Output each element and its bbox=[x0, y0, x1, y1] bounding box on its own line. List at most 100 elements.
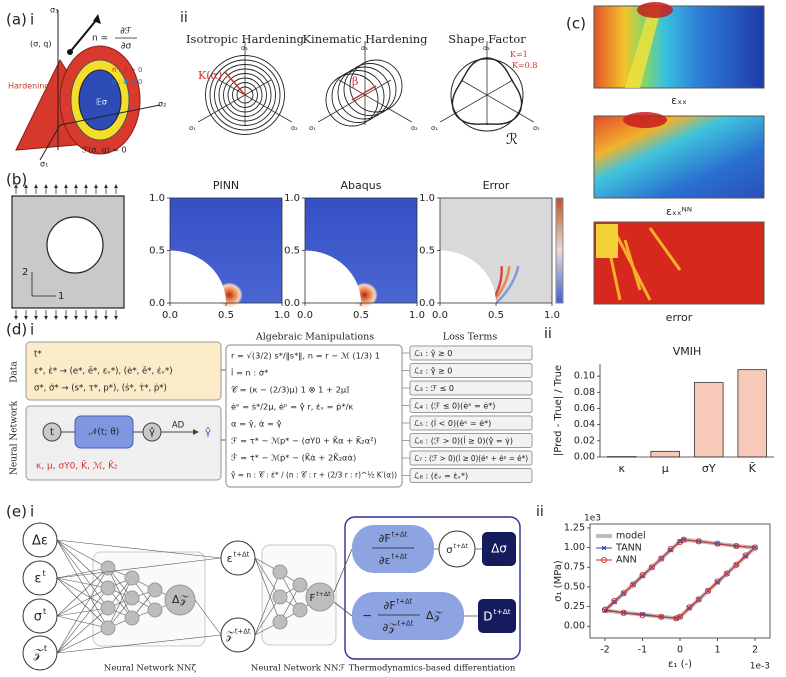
x-tick-label: 1.0 bbox=[409, 310, 425, 321]
y-tick-label: 0.50 bbox=[564, 581, 585, 592]
connector bbox=[254, 571, 281, 636]
hidden-node bbox=[272, 589, 288, 605]
node-label-sup: t bbox=[44, 644, 47, 653]
hidden-node bbox=[100, 580, 116, 596]
arrow-head bbox=[84, 184, 88, 188]
yield-contour bbox=[227, 77, 263, 113]
marker bbox=[630, 581, 637, 588]
nn-params: κ, μ, σY0, K̄, ℳ, K̄₂ bbox=[36, 460, 118, 472]
bar bbox=[650, 450, 681, 458]
output-box bbox=[478, 599, 516, 633]
hole bbox=[46, 216, 104, 274]
node-label: Δε bbox=[32, 534, 48, 549]
x-tick-label: 1.0 bbox=[274, 310, 290, 321]
axis-label: σ₃ bbox=[483, 44, 490, 52]
yield-contour bbox=[331, 70, 385, 123]
connector bbox=[56, 539, 109, 569]
x-tick-label: κ bbox=[619, 462, 626, 475]
loss-box bbox=[409, 345, 533, 361]
math: − bbox=[362, 609, 372, 623]
x-tick-label: 0.0 bbox=[297, 310, 313, 321]
derivative-pill bbox=[352, 592, 464, 640]
x-tick-label: 0.0 bbox=[432, 310, 448, 321]
y-tick-label: 1.25 bbox=[564, 522, 585, 533]
marker bbox=[733, 542, 740, 550]
heatmap-feature bbox=[623, 239, 642, 291]
coord-label: 2 bbox=[22, 267, 28, 278]
legend-label: TANN bbox=[615, 543, 642, 554]
panel-label: ii bbox=[536, 504, 544, 520]
math: Δ𝒵 bbox=[426, 609, 443, 622]
loss-term: ℒ₅ : (l̇ < 0)(ėᵉ = ė*) bbox=[414, 418, 491, 428]
x-tick-label: 0.5 bbox=[353, 310, 369, 321]
node-label-sup: t+Δt bbox=[316, 591, 331, 598]
arrow-head bbox=[114, 316, 118, 320]
diagram-title: Shape Factor bbox=[448, 32, 526, 46]
algebra-line: α = γ̂, α̇ = γ̂̇ bbox=[231, 419, 282, 429]
diagram-label: K=1 bbox=[510, 50, 528, 59]
nn-label: AD bbox=[172, 421, 185, 431]
axis-label: σ₃ bbox=[241, 44, 248, 52]
algebra-line: ℱ̇ = τ̇* − ℳṗ* − (K̄α̇ + 2K̄₂αα̇) bbox=[231, 452, 356, 463]
node-label: 𝒵 bbox=[33, 647, 44, 662]
marker bbox=[751, 544, 759, 551]
nn-label: γ̂ bbox=[149, 426, 155, 438]
yield-contour bbox=[349, 59, 403, 113]
arrow-head bbox=[34, 316, 38, 320]
yield-contour bbox=[337, 66, 391, 120]
heatmap-label: εₓₓ bbox=[671, 94, 687, 107]
axis-label: σ₁ bbox=[40, 160, 48, 169]
yield-contour bbox=[325, 73, 379, 127]
point-label: (σ, q) bbox=[30, 40, 51, 49]
y-axis-label: |Pred - True| / True bbox=[553, 365, 564, 456]
shift-arrow bbox=[351, 85, 377, 101]
y-tick-label: 0.02 bbox=[574, 435, 595, 446]
data-box bbox=[25, 341, 222, 401]
x-tick-label: 1.0 bbox=[544, 310, 560, 321]
algebra-box bbox=[225, 344, 403, 488]
diagram-label: K(α) bbox=[198, 69, 222, 82]
axis-label: σ₁ bbox=[189, 124, 196, 132]
side-label: Data bbox=[10, 361, 20, 383]
panel-label: ii bbox=[544, 326, 552, 342]
hardening-label: Hardening bbox=[8, 82, 50, 91]
colorbar bbox=[555, 197, 564, 304]
math-sup: t+Δt bbox=[391, 552, 407, 560]
side-label: Neural Network bbox=[10, 400, 20, 475]
diagram-title: Kinematic Hardening bbox=[302, 32, 428, 46]
arrow-head bbox=[64, 316, 68, 320]
marker bbox=[601, 606, 609, 613]
loss-term: ℒ₁ : γ̂ ≥ 0 bbox=[414, 348, 452, 358]
load-label: n : σ̇ > 0 bbox=[112, 66, 142, 74]
axis-label: σ₂ bbox=[291, 124, 298, 132]
axis-line bbox=[39, 124, 61, 161]
x-tick-label: 0.5 bbox=[488, 310, 504, 321]
loss-term: ℒ₈ : (ε̇ᵥ = ε̇ᵥ*) bbox=[414, 471, 468, 480]
axis-label: σ₁ bbox=[431, 124, 438, 132]
connector bbox=[56, 539, 222, 559]
x-tick-label: -1 bbox=[638, 645, 647, 656]
marker bbox=[676, 613, 684, 620]
marker bbox=[639, 572, 646, 579]
arrow-head bbox=[64, 184, 68, 188]
hole bbox=[170, 250, 226, 303]
heatmap-feature bbox=[596, 224, 618, 258]
legend-marker bbox=[601, 545, 607, 551]
yield-contour bbox=[450, 58, 524, 132]
hidden-node bbox=[124, 570, 140, 586]
math-sup: t+Δt bbox=[397, 597, 413, 605]
x-tick-label: 0.5 bbox=[218, 310, 234, 321]
caption: Thermodynamics-based differentiation bbox=[349, 664, 516, 674]
math-sup: t+Δt bbox=[454, 543, 469, 550]
heatmap-label: error bbox=[666, 311, 693, 324]
connector bbox=[56, 587, 109, 617]
yield-contour bbox=[218, 68, 272, 122]
connector bbox=[56, 577, 109, 589]
connector bbox=[107, 577, 133, 629]
hidden-node bbox=[147, 602, 163, 618]
connector bbox=[333, 548, 353, 593]
y-tick-label: 0.06 bbox=[574, 403, 595, 414]
panel-label: i bbox=[30, 321, 34, 339]
connector bbox=[56, 567, 109, 579]
